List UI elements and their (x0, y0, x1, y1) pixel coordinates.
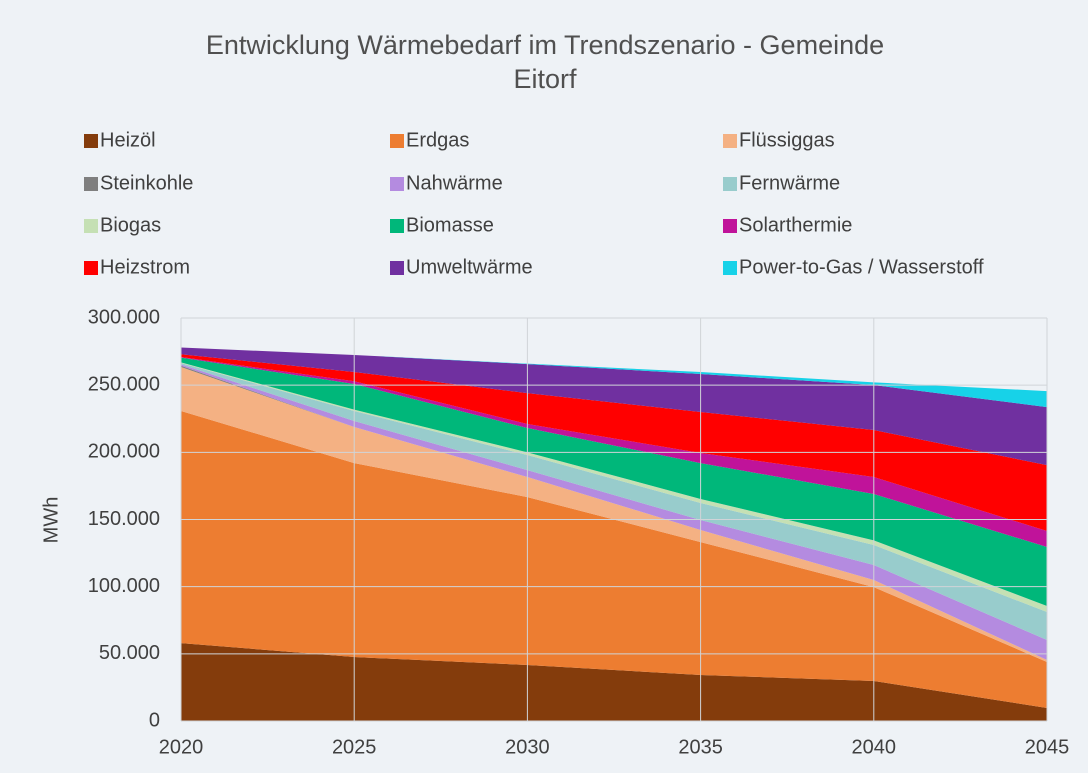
legend-label: Heizstrom (100, 256, 190, 278)
chart-title: Entwicklung Wärmebedarf im Trendszenario… (206, 30, 884, 60)
y-tick-label: 100.000 (88, 575, 160, 597)
area (181, 410, 1047, 708)
area (181, 367, 1047, 663)
legend-label: Umweltwärme (406, 256, 533, 278)
x-tick-label: 2025 (332, 736, 377, 758)
y-tick-label: 300.000 (88, 306, 160, 328)
legend-swatch (84, 219, 98, 233)
legend-label: Flüssiggas (739, 129, 835, 151)
x-tick-label: 2030 (505, 736, 550, 758)
legend-swatch (390, 134, 404, 148)
area (181, 364, 1047, 661)
legend-swatch (723, 261, 737, 275)
chart-title: Eitorf (513, 64, 577, 94)
legend-label: Power-to-Gas / Wasserstoff (739, 256, 984, 278)
legend-label: Erdgas (406, 129, 469, 151)
area (181, 347, 1047, 466)
y-tick-label: 0 (149, 709, 160, 731)
legend-label: Heizöl (100, 129, 156, 151)
x-tick-label: 2020 (159, 736, 204, 758)
y-tick-label: 250.000 (88, 373, 160, 395)
legend-swatch (390, 261, 404, 275)
x-tick-label: 2040 (852, 736, 897, 758)
area (181, 643, 1047, 721)
y-tick-label: 50.000 (99, 642, 160, 664)
y-tick-label: 150.000 (88, 508, 160, 530)
legend-swatch (84, 261, 98, 275)
legend-label: Solarthermie (739, 214, 852, 236)
x-tick-label: 2045 (1025, 736, 1070, 758)
area (181, 357, 1047, 607)
legend-label: Nahwärme (406, 172, 503, 194)
legend-swatch (723, 219, 737, 233)
legend-swatch (390, 219, 404, 233)
legend-swatch (723, 134, 737, 148)
x-tick-label: 2035 (678, 736, 723, 758)
y-axis-label: MWh (40, 497, 62, 544)
legend-label: Fernwärme (739, 172, 840, 194)
legend-label: Biogas (100, 214, 161, 236)
legend-swatch (723, 177, 737, 191)
legend-label: Biomasse (406, 214, 494, 236)
area (181, 363, 1047, 640)
legend-swatch (390, 177, 404, 191)
legend-label: Steinkohle (100, 172, 193, 194)
y-tick-label: 200.000 (88, 441, 160, 463)
legend-swatch (84, 177, 98, 191)
legend-swatch (84, 134, 98, 148)
